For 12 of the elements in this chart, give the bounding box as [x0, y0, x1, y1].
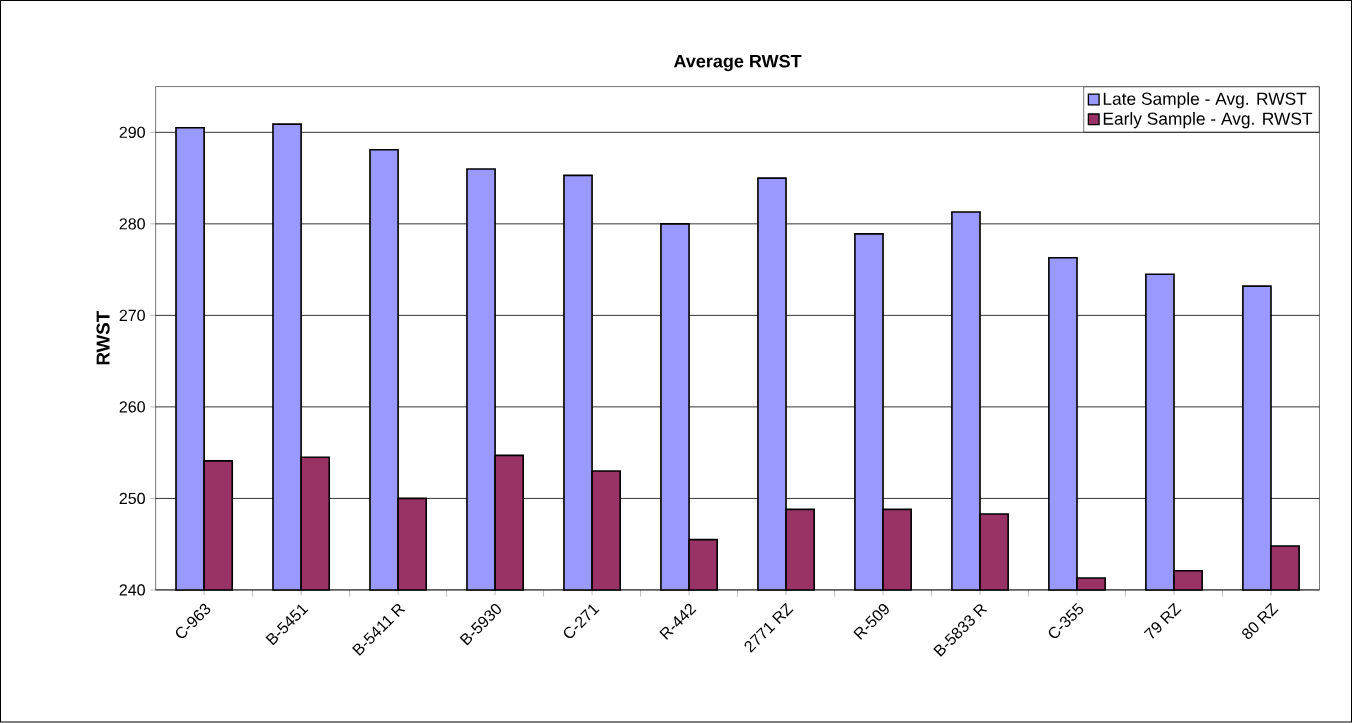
y-axis-title: RWST	[96, 311, 110, 365]
legend-label: Early Sample - Avg. RWST	[1103, 112, 1313, 129]
x-tick-label: 80 RZ	[1242, 602, 1279, 640]
chart-title: Average RWST	[673, 55, 802, 72]
y-tick-label: 250	[119, 492, 145, 505]
y-tick-label: 260	[119, 401, 145, 413]
legend-label: Late Sample - Avg. RWST	[1103, 92, 1307, 109]
x-tick-label: 79 RZ	[1143, 602, 1182, 639]
y-tick-label: 240	[119, 584, 145, 596]
y-tick-label: 270	[119, 309, 145, 322]
y-tick-label: 280	[119, 218, 145, 230]
y-tick-label: 290	[119, 126, 145, 139]
